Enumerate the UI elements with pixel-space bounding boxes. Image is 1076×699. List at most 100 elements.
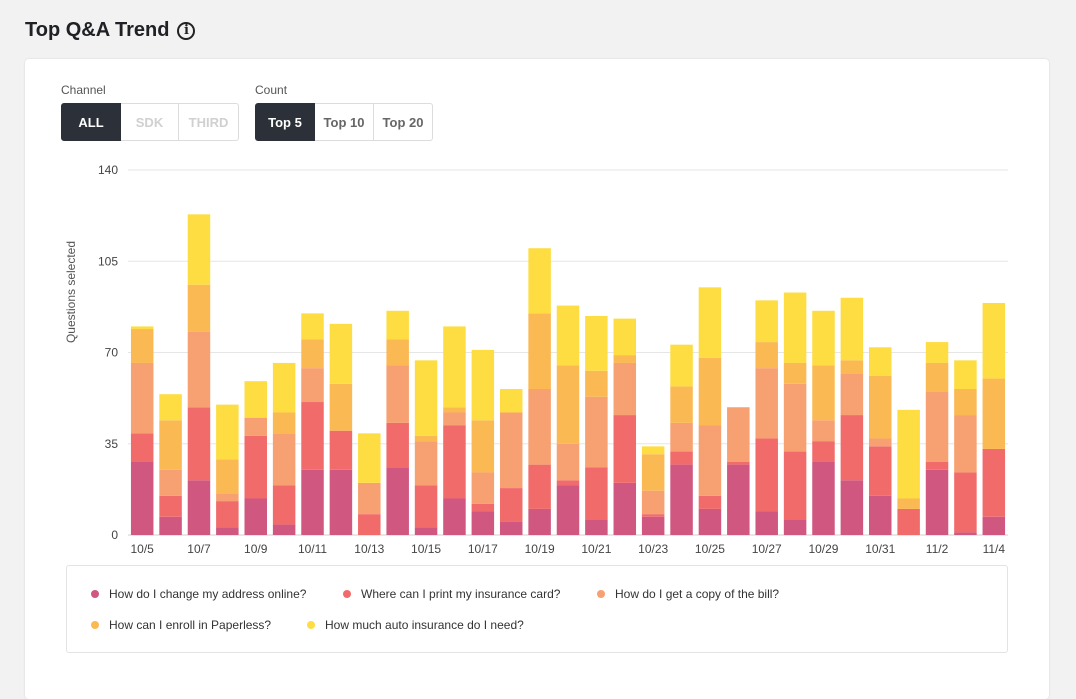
bar-segment-2[interactable]: [670, 451, 693, 465]
bar-segment-1[interactable]: [528, 508, 551, 535]
bar-segment-5[interactable]: [982, 302, 1006, 379]
bar-segment-2[interactable]: [130, 433, 154, 462]
bar-segment-4[interactable]: [755, 342, 778, 369]
bar-segment-4[interactable]: [698, 357, 722, 426]
bar-segment-2[interactable]: [698, 495, 722, 509]
bar-segment-1[interactable]: [414, 527, 438, 535]
bar-segment-4[interactable]: [216, 459, 239, 494]
bar-segment-1[interactable]: [783, 519, 807, 535]
bar-segment-2[interactable]: [301, 402, 324, 470]
bar-segment-5[interactable]: [812, 310, 835, 366]
channel-sdk-button[interactable]: SDK: [121, 103, 179, 141]
bar-segment-3[interactable]: [216, 493, 239, 502]
bar-segment-3[interactable]: [783, 383, 807, 452]
bar-segment-2[interactable]: [613, 415, 637, 483]
bar-segment-3[interactable]: [244, 417, 267, 436]
bar-segment-2[interactable]: [840, 415, 864, 481]
bar-segment-1[interactable]: [471, 511, 495, 535]
bar-segment-1[interactable]: [301, 469, 324, 535]
bar-segment-4[interactable]: [272, 412, 296, 434]
bar-segment-2[interactable]: [386, 422, 409, 468]
legend-item[interactable]: How much auto insurance do I need?: [307, 618, 524, 632]
bar-segment-4[interactable]: [528, 313, 551, 389]
bar-segment-1[interactable]: [727, 464, 750, 535]
bar-segment-5[interactable]: [954, 360, 977, 389]
bar-segment-5[interactable]: [159, 394, 182, 421]
bar-segment-3[interactable]: [925, 391, 949, 462]
bar-segment-5[interactable]: [840, 297, 864, 361]
bar-segment-3[interactable]: [755, 368, 778, 439]
bar-segment-1[interactable]: [386, 467, 409, 535]
bar-segment-4[interactable]: [613, 355, 637, 363]
bar-segment-4[interactable]: [329, 383, 353, 431]
bar-segment-5[interactable]: [698, 287, 722, 358]
channel-third-button[interactable]: THIRD: [179, 103, 239, 141]
bar-segment-1[interactable]: [130, 462, 154, 535]
bar-segment-2[interactable]: [641, 514, 665, 517]
bar-segment-4[interactable]: [556, 365, 580, 444]
bar-segment-1[interactable]: [670, 464, 693, 535]
bar-segment-2[interactable]: [159, 495, 182, 517]
count-top10-button[interactable]: Top 10: [315, 103, 374, 141]
bar-segment-1[interactable]: [840, 480, 864, 535]
bar-segment-2[interactable]: [414, 485, 438, 528]
bar-segment-5[interactable]: [301, 313, 324, 340]
legend-item[interactable]: Where can I print my insurance card?: [343, 587, 560, 601]
bar-segment-2[interactable]: [897, 508, 920, 535]
bar-segment-4[interactable]: [159, 420, 182, 470]
bar-segment-3[interactable]: [613, 362, 637, 416]
bar-segment-2[interactable]: [755, 438, 778, 512]
bar-segment-1[interactable]: [954, 532, 977, 535]
bar-segment-1[interactable]: [556, 485, 580, 535]
bar-segment-3[interactable]: [301, 368, 324, 403]
bar-segment-1[interactable]: [443, 498, 466, 536]
bar-segment-2[interactable]: [244, 435, 267, 499]
bar-segment-4[interactable]: [982, 378, 1006, 449]
bar-segment-5[interactable]: [358, 433, 381, 483]
bar-segment-3[interactable]: [585, 396, 608, 468]
count-top20-button[interactable]: Top 20: [374, 103, 433, 141]
count-top5-button[interactable]: Top 5: [255, 103, 315, 141]
bar-segment-5[interactable]: [443, 326, 466, 408]
bar-segment-2[interactable]: [869, 446, 892, 496]
bar-segment-4[interactable]: [301, 339, 324, 369]
bar-segment-2[interactable]: [187, 407, 211, 481]
bar-segment-3[interactable]: [187, 331, 211, 408]
bar-segment-1[interactable]: [244, 498, 267, 536]
bar-segment-5[interactable]: [528, 248, 551, 314]
bar-segment-5[interactable]: [585, 316, 608, 371]
info-icon[interactable]: i: [177, 21, 196, 40]
bar-segment-5[interactable]: [130, 326, 154, 330]
bar-segment-1[interactable]: [613, 482, 637, 535]
bar-segment-5[interactable]: [925, 342, 949, 363]
bar-segment-2[interactable]: [727, 462, 750, 465]
bar-segment-3[interactable]: [386, 365, 409, 423]
bar-segment-1[interactable]: [159, 516, 182, 535]
bar-segment-3[interactable]: [358, 482, 381, 515]
bar-segment-2[interactable]: [471, 503, 495, 512]
bar-segment-3[interactable]: [499, 412, 523, 489]
bar-segment-2[interactable]: [783, 451, 807, 520]
legend-item[interactable]: How do I change my address online?: [91, 587, 306, 601]
bar-segment-4[interactable]: [840, 360, 864, 374]
bar-segment-2[interactable]: [443, 425, 466, 499]
bar-segment-4[interactable]: [130, 329, 154, 363]
bar-segment-4[interactable]: [812, 365, 835, 421]
bar-segment-5[interactable]: [272, 362, 296, 413]
bar-segment-3[interactable]: [556, 443, 580, 481]
bar-segment-2[interactable]: [585, 467, 608, 520]
bar-segment-1[interactable]: [585, 519, 608, 535]
bar-segment-3[interactable]: [812, 420, 835, 442]
bar-segment-4[interactable]: [954, 389, 977, 416]
bar-segment-5[interactable]: [613, 318, 637, 356]
bar-segment-3[interactable]: [641, 490, 665, 515]
legend-item[interactable]: How can I enroll in Paperless?: [91, 618, 271, 632]
bar-segment-1[interactable]: [499, 521, 523, 535]
bar-segment-2[interactable]: [216, 501, 239, 528]
bar-segment-3[interactable]: [840, 373, 864, 416]
bar-segment-4[interactable]: [897, 498, 920, 509]
bar-segment-3[interactable]: [130, 362, 154, 434]
bar-segment-3[interactable]: [727, 407, 750, 462]
bar-segment-2[interactable]: [358, 514, 381, 535]
bar-segment-4[interactable]: [386, 339, 409, 366]
